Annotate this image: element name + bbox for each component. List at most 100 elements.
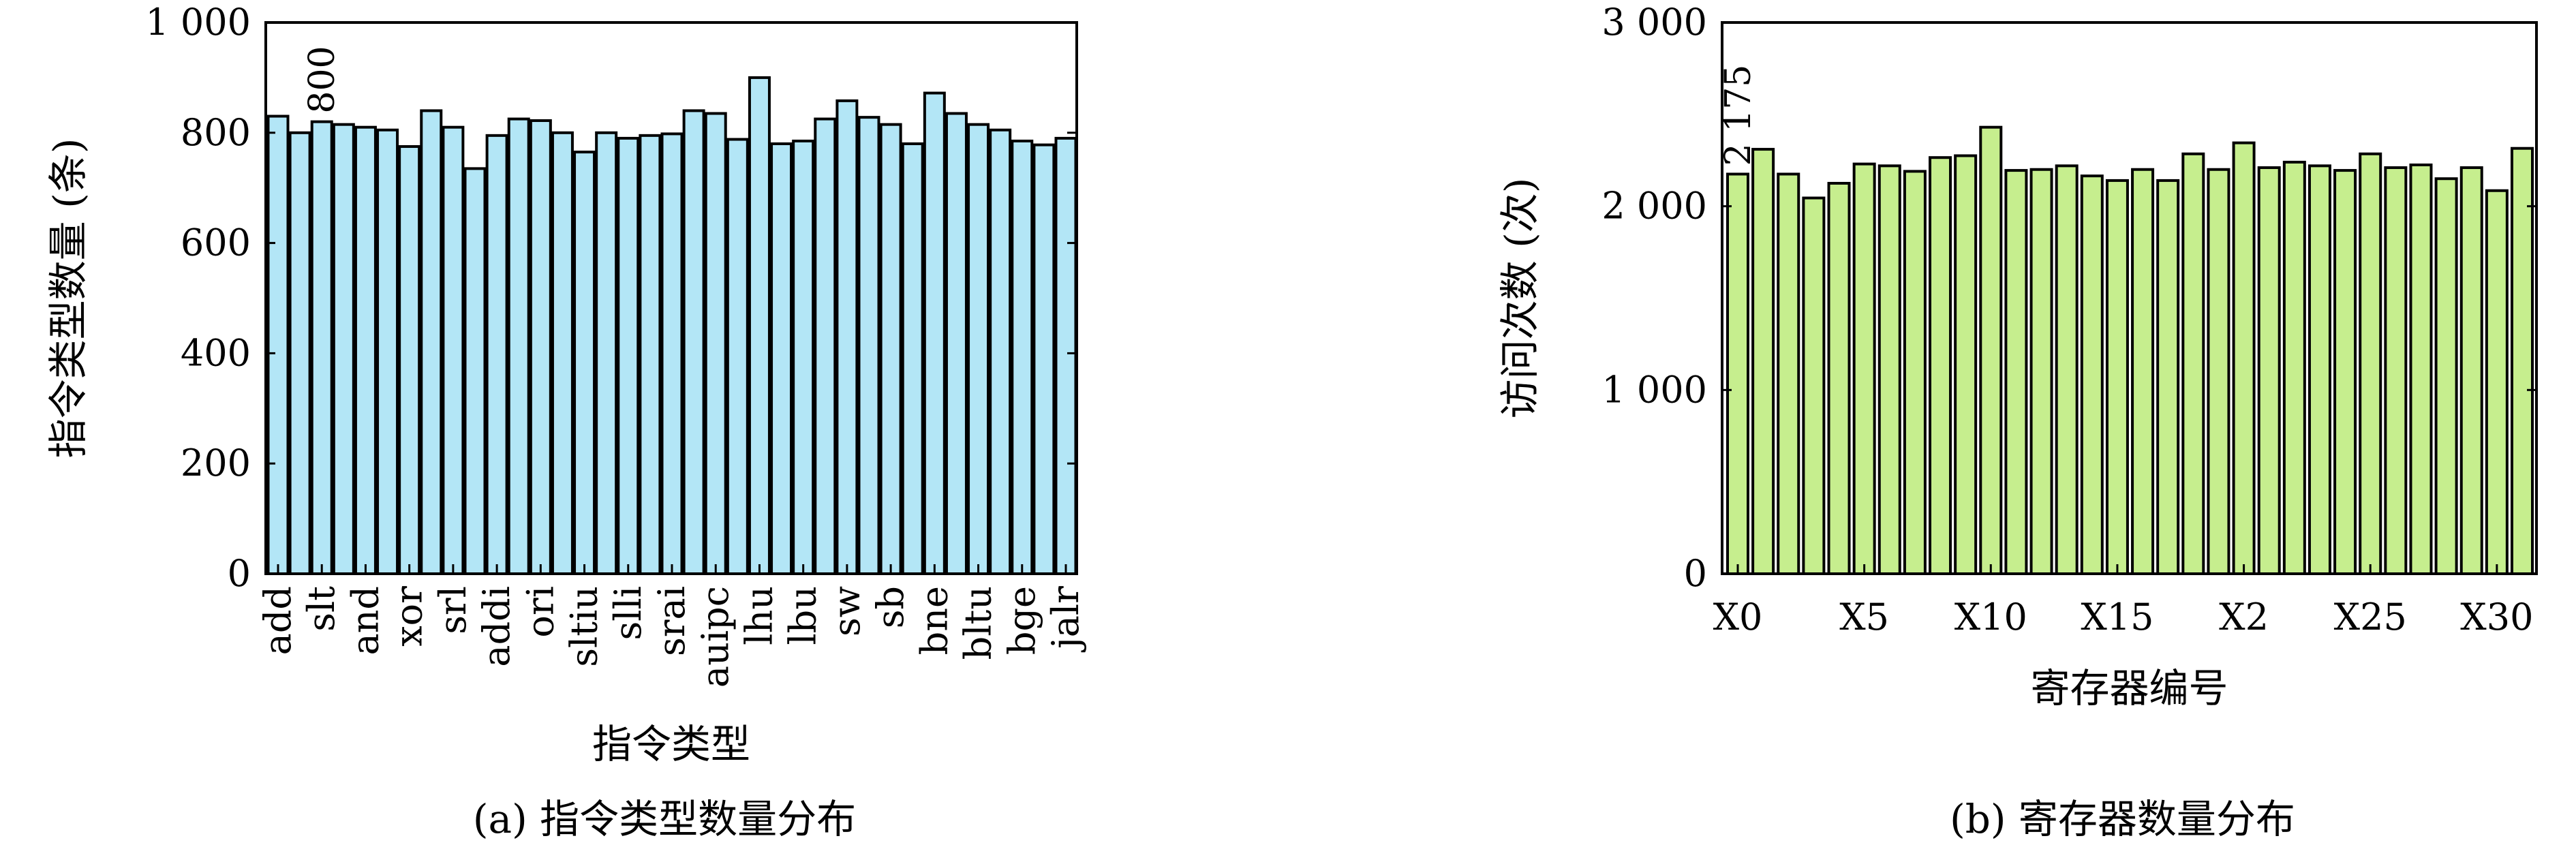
chart-a-x-tick-label: sltiu — [563, 586, 606, 667]
chart-b-y-axis-title: 访问次数 (次) — [1497, 178, 1543, 419]
chart-a: 0 200 400 600 800 1 000 add slt and xor srl addi or… — [45, 1, 1087, 842]
chart-b-y-ticks: 0 1 000 2 000 3 000 — [1601, 1, 2536, 595]
chart-a-bar-sra — [463, 167, 487, 575]
chart-b-x-ticks: X0 X5 X10 X15 X2 X25 X30 — [1713, 564, 2533, 638]
chart-b: 0 1 000 2 000 3 000 X0 X5 X10 X15 X2 X25 X30 2 17… — [1497, 1, 2538, 842]
chart-a-bar-slli — [617, 136, 640, 575]
chart-b-bar-X25 — [2359, 152, 2382, 576]
chart-a-bar-andi — [507, 117, 530, 575]
chart-a-x-tick-label: add — [256, 586, 299, 655]
chart-a-x-tick-label: bge — [1000, 586, 1043, 655]
chart-b-bar-X31 — [2511, 147, 2534, 575]
chart-a-x-tick-label: xor — [388, 586, 431, 647]
chart-a-bar-lhu — [748, 76, 771, 575]
chart-b-bar-X2 — [1777, 172, 1800, 576]
chart-b-bar-X4 — [1827, 181, 1851, 576]
chart-b-bar-X6 — [1877, 164, 1901, 575]
chart-b-bar-X24 — [2333, 169, 2357, 575]
chart-a-data-label: 800 — [302, 46, 343, 113]
chart-a-bar-lb — [726, 138, 749, 575]
chart-a-bar-addi — [485, 134, 508, 576]
chart-b-x-axis-title: 寄存器编号 — [2030, 665, 2228, 711]
chart-a-x-tick-label: jalr — [1044, 586, 1087, 653]
chart-a-bar-lui — [682, 109, 705, 575]
chart-a-bar-sh — [857, 116, 880, 575]
chart-a-x-tick-label: sw — [825, 586, 868, 636]
chart-a-bar-sb — [879, 123, 902, 576]
chart-b-x-tick-label: X5 — [1839, 596, 1889, 638]
chart-b-bar-X8 — [1929, 156, 1952, 575]
chart-b-x-tick-label: X30 — [2460, 596, 2533, 638]
chart-a-x-tick-label: slli — [607, 586, 649, 641]
chart-b-bar-X10 — [1979, 125, 2003, 575]
chart-a-x-tick-label: lbu — [782, 586, 825, 645]
chart-a-bar-srl — [442, 125, 465, 575]
chart-a-x-tick-label: srl — [431, 586, 474, 634]
chart-a-y-tick-label: 1 000 — [145, 1, 251, 44]
chart-a-bar-sub — [288, 131, 311, 576]
chart-a-y-axis-title: 指令类型数量 (条) — [45, 138, 91, 459]
chart-b-bar-X9 — [1954, 154, 1978, 575]
chart-a-y-tick-label: 800 — [181, 111, 251, 154]
chart-a-bar-sltiu — [573, 151, 596, 576]
chart-a-bar-lh — [770, 142, 793, 576]
chart-b-bar-X18 — [2181, 152, 2205, 576]
chart-b-bar-X1 — [1751, 148, 1775, 575]
chart-b-bar-X0 — [1726, 172, 1749, 576]
chart-a-bar-blt — [945, 112, 968, 576]
chart-b-frame — [1721, 21, 2538, 575]
chart-b-bar-X5 — [1852, 162, 1876, 576]
chart-a-bar-bltu — [967, 123, 990, 576]
chart-b-x-tick-label: X2 — [2219, 596, 2269, 638]
chart-a-y-tick-label: 600 — [181, 221, 251, 264]
chart-b-bar-X28 — [2434, 177, 2458, 575]
chart-b-bar-X13 — [2055, 164, 2079, 575]
chart-b-bar-X19 — [2207, 168, 2230, 575]
chart-b-bar-X16 — [2131, 168, 2155, 575]
chart-b-x-tick-label: X25 — [2334, 596, 2407, 638]
chart-b-y-tick-label: 3 000 — [1601, 1, 1707, 44]
chart-a-bar-sw — [835, 99, 859, 576]
chart-a-bar-xori — [551, 131, 574, 576]
chart-b-bar-X3 — [1802, 196, 1826, 575]
chart-a-bar-jalr — [1054, 136, 1077, 575]
chart-b-bar-X7 — [1903, 170, 1927, 575]
chart-b-y-tick-label: 1 000 — [1601, 368, 1707, 411]
chart-b-x-tick-label: X0 — [1713, 596, 1763, 638]
chart-b-bar-X14 — [2080, 174, 2104, 575]
chart-a-bar-bne — [923, 91, 946, 575]
chart-a-bar-slt — [310, 120, 333, 575]
chart-a-x-tick-label: and — [343, 586, 386, 656]
chart-a-bar-and — [354, 125, 377, 575]
chart-a-bar-bgeu — [989, 128, 1012, 575]
chart-a-bar-bge — [1011, 139, 1034, 575]
chart-a-bar-sltu — [332, 123, 355, 576]
chart-a-bars — [266, 76, 1077, 576]
chart-a-x-axis-title: 指令类型 — [592, 721, 750, 767]
chart-a-bar-beq — [901, 142, 924, 576]
chart-b-bar-X17 — [2156, 179, 2180, 575]
chart-a-bar-ori — [529, 119, 552, 575]
chart-a-y-tick-label: 0 — [228, 552, 251, 595]
chart-b-bar-X11 — [2004, 169, 2028, 575]
chart-b-bar-X23 — [2307, 164, 2331, 575]
chart-a-data-label-group: 800 — [302, 46, 343, 113]
chart-a-x-tick-label: srai — [650, 586, 693, 656]
chart-b-caption: (b) 寄存器数量分布 — [1950, 796, 2295, 842]
chart-b-y-tick-label: 0 — [1684, 552, 1707, 595]
chart-a-x-tick-label: ori — [519, 586, 562, 638]
chart-a-bar-jal — [1032, 143, 1056, 575]
chart-b-bar-X21 — [2257, 166, 2281, 575]
chart-b-bar-X26 — [2384, 166, 2408, 575]
chart-a-bar-add — [266, 114, 290, 575]
chart-a-bar-srai — [660, 132, 684, 575]
chart-b-bar-X12 — [2029, 168, 2053, 575]
chart-a-bar-auipc — [704, 112, 727, 576]
chart-b-bar-X27 — [2409, 163, 2433, 576]
chart-a-x-tick-label: sb — [869, 586, 912, 628]
chart-a-x-tick-label: bltu — [957, 586, 1000, 660]
chart-a-x-tick-label: lhu — [737, 586, 780, 645]
chart-b-bars — [1726, 125, 2534, 576]
chart-a-bar-lbu — [792, 139, 815, 575]
